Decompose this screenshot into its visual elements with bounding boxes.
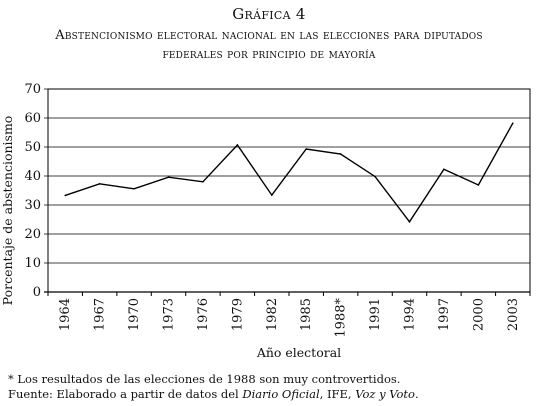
x-tick-label-1976: 1976 (196, 298, 211, 331)
data-point-1967 (98, 183, 101, 185)
footnote: * Los resultados de las elecciones de 19… (8, 372, 401, 386)
y-tick-label-20: 20 (24, 227, 41, 242)
chart-subtitle-line1: Abstencionismo electoral nacional en las… (55, 28, 483, 43)
chart-subtitle: Abstencionismo electoral nacional en las… (0, 26, 538, 64)
y-tick-label-30: 30 (24, 198, 41, 213)
data-point-1991 (374, 175, 376, 178)
y-tick-label-50: 50 (24, 140, 41, 155)
y-axis-label: Porcentaje de abstencionismo (0, 116, 15, 306)
data-point-1973 (167, 176, 170, 178)
x-tick-label-1988-star: 1988* (334, 298, 349, 338)
x-tick-label-1991: 1991 (368, 298, 383, 331)
data-point-1964 (64, 194, 67, 197)
data-point-1997 (443, 168, 445, 171)
x-tick-label-1979: 1979 (230, 298, 245, 331)
y-tick-label-60: 60 (24, 111, 41, 126)
x-tick-label-1964: 1964 (58, 298, 73, 331)
source-end: . (414, 387, 419, 401)
data-point-2003 (511, 122, 514, 125)
source-note: Fuente: Elaborado a partir de datos del … (8, 387, 419, 401)
chart-subtitle-line2: federales por principio de mayoría (162, 47, 376, 62)
x-tick-label-1967: 1967 (93, 298, 108, 331)
data-point-1976 (202, 181, 204, 183)
y-tick-label-0: 0 (33, 285, 41, 300)
x-tick-label-1997: 1997 (437, 298, 452, 331)
x-tick-label-1970: 1970 (127, 298, 142, 331)
y-tick-label-40: 40 (24, 169, 41, 184)
x-tick-label-1973: 1973 (162, 298, 177, 331)
data-point-1970 (133, 187, 135, 190)
source-diario-oficial: Diario Oficial (242, 387, 320, 401)
source-sep1: , (319, 387, 327, 401)
data-point-1985 (305, 148, 308, 150)
plot-frame (47, 88, 531, 293)
y-tick-label-10: 10 (24, 256, 41, 271)
source-prefix: Fuente: Elaborado a partir de datos del (8, 387, 243, 401)
data-point-1979 (236, 144, 239, 146)
x-axis-label: Año electoral (256, 345, 341, 360)
x-tick-label-1994: 1994 (403, 298, 418, 331)
x-tick-label-2003: 2003 (506, 298, 521, 331)
data-point-2000 (477, 184, 480, 186)
x-tick-label-1985: 1985 (299, 298, 314, 331)
chart-title: Gráfica 4 (232, 5, 306, 23)
x-tick-label-2000: 2000 (471, 298, 486, 331)
source-sep2: , (347, 387, 356, 401)
data-point-1982 (270, 194, 273, 196)
data-point-1994 (408, 221, 411, 223)
source-ife: IFE (326, 387, 348, 401)
source-voz-y-voto: Voz y Voto (355, 387, 415, 401)
data-point-1988-star (339, 153, 342, 155)
series-line (64, 122, 514, 224)
y-tick-label-70: 70 (24, 82, 41, 97)
x-tick-label-1982: 1982 (265, 298, 280, 331)
